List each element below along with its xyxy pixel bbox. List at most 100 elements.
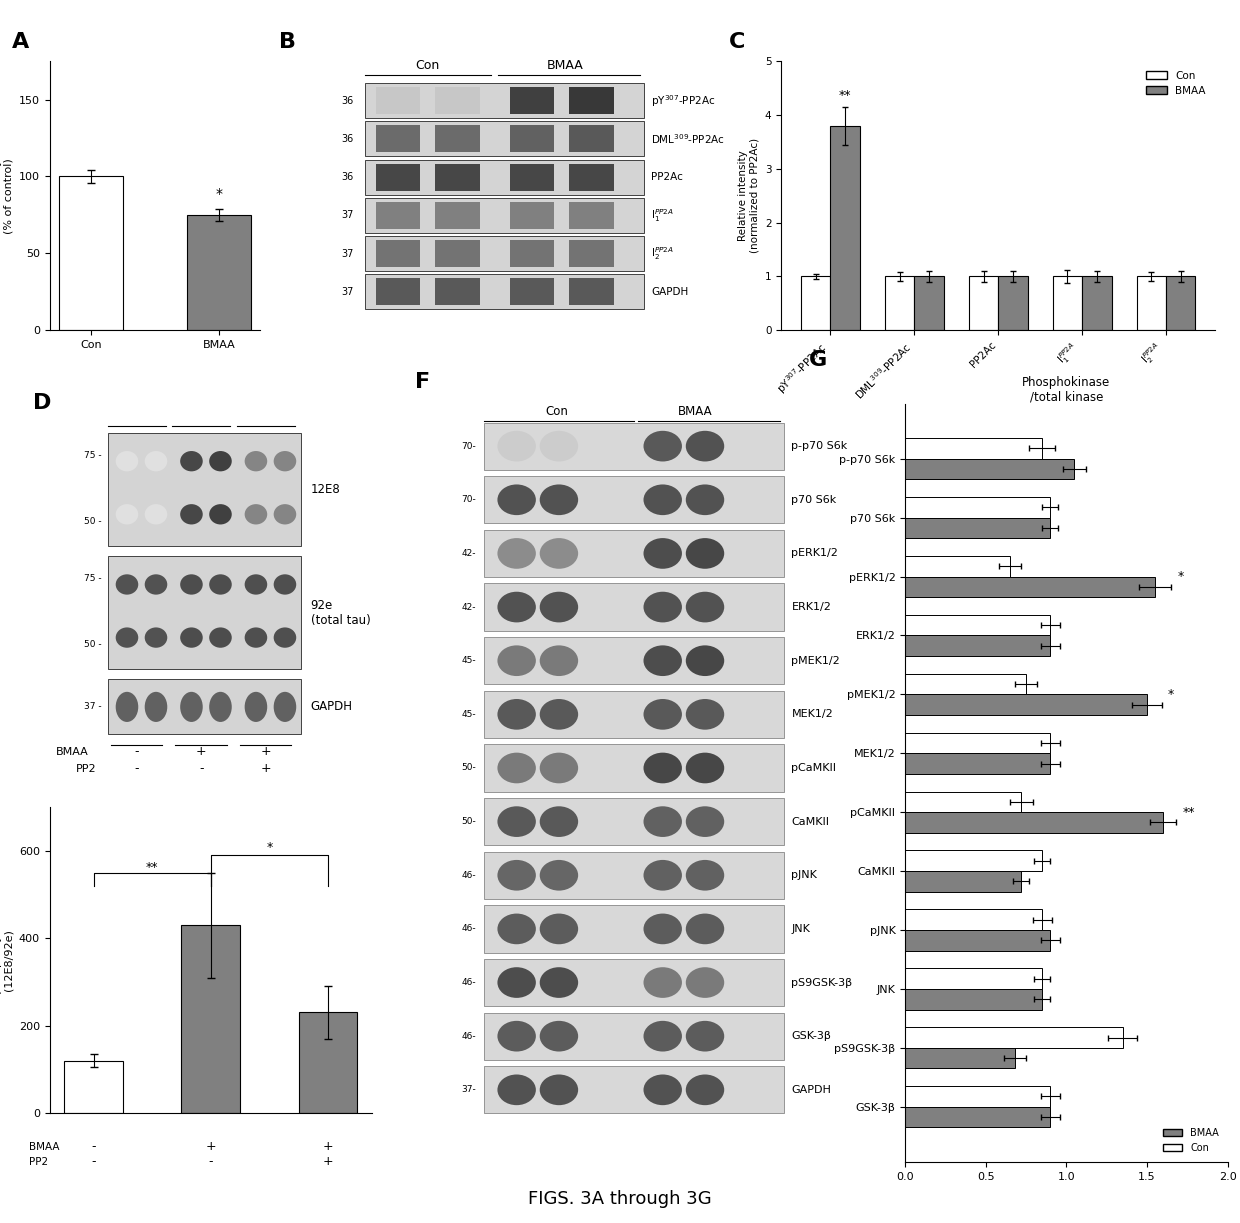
- Text: **: **: [838, 88, 851, 102]
- Bar: [905, 1086, 1050, 1107]
- Ellipse shape: [644, 430, 682, 461]
- Bar: [484, 422, 784, 470]
- Text: G: G: [808, 350, 827, 369]
- Ellipse shape: [210, 627, 232, 648]
- Ellipse shape: [180, 575, 202, 594]
- Text: 75 -: 75 -: [83, 575, 102, 583]
- Text: MEK1/2: MEK1/2: [791, 709, 833, 719]
- Legend: Con, BMAA: Con, BMAA: [1142, 66, 1210, 100]
- Bar: [376, 87, 420, 114]
- Text: 36: 36: [341, 172, 353, 182]
- Ellipse shape: [497, 484, 536, 515]
- Ellipse shape: [644, 1021, 682, 1052]
- Text: PP2: PP2: [29, 1157, 48, 1167]
- Ellipse shape: [686, 592, 724, 623]
- Text: p-p70 S6k: p-p70 S6k: [791, 442, 848, 451]
- Bar: [885, 276, 914, 330]
- Bar: [376, 164, 420, 191]
- Ellipse shape: [539, 860, 578, 890]
- Text: 92e
(total tau): 92e (total tau): [311, 599, 371, 626]
- Bar: [998, 276, 1028, 330]
- Text: p70 S6k: p70 S6k: [791, 495, 837, 505]
- Text: A: A: [11, 32, 29, 51]
- Y-axis label: PP2A activity
(% of control): PP2A activity (% of control): [0, 158, 14, 234]
- Ellipse shape: [180, 627, 202, 648]
- Bar: [365, 198, 644, 232]
- Text: +: +: [322, 1140, 334, 1153]
- Ellipse shape: [497, 646, 536, 676]
- Bar: [905, 929, 1050, 950]
- Ellipse shape: [145, 451, 167, 471]
- Text: 46-: 46-: [461, 1032, 476, 1041]
- Text: 37: 37: [341, 210, 353, 220]
- Ellipse shape: [644, 1075, 682, 1106]
- Text: *: *: [267, 841, 273, 854]
- Text: 36: 36: [341, 133, 353, 144]
- Bar: [905, 812, 1163, 833]
- Ellipse shape: [644, 646, 682, 676]
- Text: -: -: [134, 745, 139, 758]
- Ellipse shape: [686, 700, 724, 730]
- Text: 12E8: 12E8: [311, 483, 341, 497]
- Text: pMEK1/2: pMEK1/2: [791, 656, 841, 665]
- Ellipse shape: [497, 592, 536, 623]
- Text: BMAA: BMAA: [29, 1142, 60, 1152]
- Bar: [435, 279, 480, 306]
- Bar: [905, 497, 1050, 517]
- Text: 42-: 42-: [461, 549, 476, 558]
- Bar: [376, 202, 420, 229]
- Bar: [905, 459, 1074, 479]
- Text: DML$^{309}$-PP2Ac: DML$^{309}$-PP2Ac: [651, 132, 725, 146]
- Text: *: *: [216, 187, 222, 201]
- Ellipse shape: [497, 806, 536, 837]
- Text: **: **: [1183, 806, 1195, 818]
- Text: GSK-3β: GSK-3β: [791, 1031, 831, 1041]
- Bar: [905, 1107, 1050, 1128]
- Text: *: *: [1168, 687, 1174, 701]
- Text: ERK1/2: ERK1/2: [791, 602, 831, 612]
- Ellipse shape: [644, 538, 682, 569]
- Bar: [905, 871, 1022, 892]
- Bar: [1083, 276, 1111, 330]
- Text: 37: 37: [341, 286, 353, 297]
- Ellipse shape: [145, 627, 167, 648]
- Bar: [905, 989, 1042, 1009]
- Text: 50-: 50-: [461, 817, 476, 826]
- Text: 45-: 45-: [461, 657, 476, 665]
- Ellipse shape: [210, 692, 232, 722]
- Text: **: **: [146, 861, 159, 873]
- Text: Con: Con: [415, 59, 440, 72]
- Ellipse shape: [497, 860, 536, 890]
- Text: -: -: [92, 1156, 95, 1168]
- Bar: [905, 438, 1042, 459]
- Ellipse shape: [539, 592, 578, 623]
- Ellipse shape: [644, 592, 682, 623]
- Ellipse shape: [539, 646, 578, 676]
- Bar: [484, 583, 784, 631]
- Bar: [968, 276, 998, 330]
- Text: pY$^{307}$-PP2Ac: pY$^{307}$-PP2Ac: [651, 93, 715, 109]
- Bar: [435, 202, 480, 229]
- Text: -: -: [198, 762, 203, 775]
- Bar: [905, 556, 1009, 576]
- Ellipse shape: [539, 484, 578, 515]
- Ellipse shape: [539, 967, 578, 998]
- Text: 45-: 45-: [461, 709, 476, 719]
- Bar: [1053, 276, 1083, 330]
- Bar: [435, 126, 480, 153]
- Bar: [484, 959, 784, 1007]
- Text: +: +: [206, 1140, 216, 1153]
- Text: +: +: [322, 1156, 334, 1168]
- Ellipse shape: [686, 806, 724, 837]
- Bar: [376, 279, 420, 306]
- Title: Phosphokinase
/total kinase: Phosphokinase /total kinase: [1022, 375, 1111, 404]
- Bar: [905, 517, 1050, 538]
- Bar: [64, 1060, 123, 1113]
- Bar: [181, 925, 241, 1113]
- Bar: [510, 126, 554, 153]
- Bar: [905, 636, 1050, 656]
- Text: B: B: [279, 32, 296, 51]
- Ellipse shape: [180, 451, 202, 471]
- Ellipse shape: [145, 575, 167, 594]
- Ellipse shape: [539, 430, 578, 461]
